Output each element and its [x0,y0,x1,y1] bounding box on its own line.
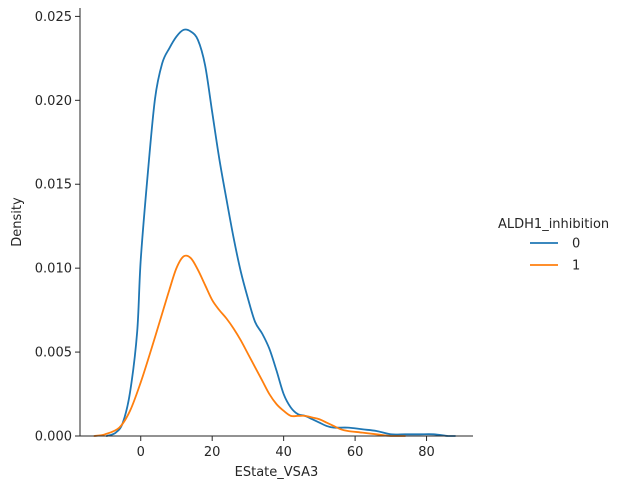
x-tick-label: 20 [204,445,221,460]
legend-title: ALDH1_inhibition [498,217,609,232]
plot-area: 0 20 40 60 80 0.000 0.005 0.010 0.015 0.020 0.025 [35,8,473,460]
legend: ALDH1_inhibition 01 [498,217,609,274]
y-tick-label: 0.025 [35,10,72,25]
x-tick-label: 40 [275,445,292,460]
y-tick-label: 0.020 [35,94,72,109]
legend-label-0: 0 [572,237,580,252]
x-axis-ticks: 0 20 40 60 80 [137,436,435,460]
x-tick-label: 0 [137,445,145,460]
x-tick-label: 80 [418,445,435,460]
legend-items: 01 [530,237,580,274]
y-axis-label: Density [10,197,25,247]
legend-label-1: 1 [572,259,580,274]
series-lines [93,28,457,437]
y-axis-ticks: 0.000 0.005 0.010 0.015 0.020 0.025 [35,10,80,445]
x-axis-label: EState_VSA3 [235,465,319,480]
series-line-0 [105,28,457,437]
series-line-1 [93,254,407,437]
y-tick-label: 0.015 [35,178,72,193]
y-tick-label: 0.000 [35,430,72,445]
x-tick-label: 60 [347,445,364,460]
y-tick-label: 0.010 [35,262,72,277]
y-tick-label: 0.005 [35,346,72,361]
